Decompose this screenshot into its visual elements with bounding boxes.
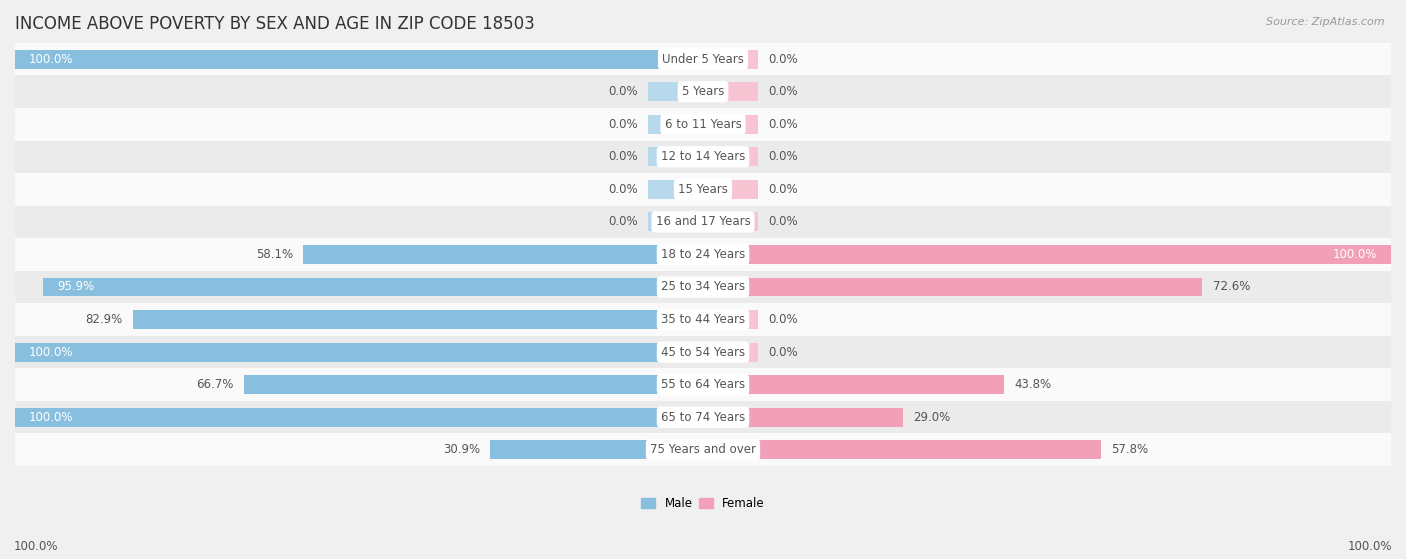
Bar bbox=[648, 212, 703, 231]
Text: 25 to 34 Years: 25 to 34 Years bbox=[661, 281, 745, 293]
Text: 29.0%: 29.0% bbox=[912, 411, 950, 424]
Text: 16 and 17 Years: 16 and 17 Years bbox=[655, 215, 751, 229]
Text: 82.9%: 82.9% bbox=[86, 313, 122, 326]
Text: 18 to 24 Years: 18 to 24 Years bbox=[661, 248, 745, 261]
Bar bbox=[15, 401, 1391, 433]
Text: 72.6%: 72.6% bbox=[1213, 281, 1250, 293]
Bar bbox=[703, 180, 758, 199]
Text: 66.7%: 66.7% bbox=[197, 378, 233, 391]
Bar bbox=[15, 108, 1391, 140]
Bar bbox=[703, 408, 903, 427]
Bar bbox=[703, 343, 758, 362]
Text: 5 Years: 5 Years bbox=[682, 85, 724, 98]
Text: 43.8%: 43.8% bbox=[1015, 378, 1052, 391]
Text: 100.0%: 100.0% bbox=[28, 345, 73, 358]
Text: 0.0%: 0.0% bbox=[607, 215, 638, 229]
Text: 0.0%: 0.0% bbox=[607, 150, 638, 163]
Text: 0.0%: 0.0% bbox=[768, 53, 799, 65]
Bar bbox=[703, 245, 1391, 264]
Bar bbox=[15, 238, 1391, 271]
Text: 0.0%: 0.0% bbox=[768, 150, 799, 163]
Bar bbox=[648, 115, 703, 134]
Bar bbox=[491, 440, 703, 459]
Text: 55 to 64 Years: 55 to 64 Years bbox=[661, 378, 745, 391]
Text: Source: ZipAtlas.com: Source: ZipAtlas.com bbox=[1267, 17, 1385, 27]
Bar bbox=[15, 271, 1391, 304]
Text: 0.0%: 0.0% bbox=[768, 118, 799, 131]
Bar bbox=[648, 180, 703, 199]
Bar bbox=[15, 173, 1391, 206]
Text: 0.0%: 0.0% bbox=[768, 215, 799, 229]
Text: 100.0%: 100.0% bbox=[1333, 248, 1378, 261]
Bar bbox=[15, 343, 703, 362]
Text: 0.0%: 0.0% bbox=[768, 183, 799, 196]
Bar bbox=[132, 310, 703, 329]
Bar bbox=[703, 375, 1004, 394]
Text: 65 to 74 Years: 65 to 74 Years bbox=[661, 411, 745, 424]
Bar bbox=[15, 304, 1391, 336]
Text: 100.0%: 100.0% bbox=[28, 53, 73, 65]
Text: 30.9%: 30.9% bbox=[443, 443, 479, 456]
Text: 100.0%: 100.0% bbox=[14, 541, 59, 553]
Bar bbox=[703, 278, 1202, 296]
Bar bbox=[15, 368, 1391, 401]
Text: 0.0%: 0.0% bbox=[768, 85, 799, 98]
Bar bbox=[245, 375, 703, 394]
Bar bbox=[15, 336, 1391, 368]
Bar bbox=[304, 245, 703, 264]
Text: 0.0%: 0.0% bbox=[607, 85, 638, 98]
Bar bbox=[648, 82, 703, 101]
Text: Under 5 Years: Under 5 Years bbox=[662, 53, 744, 65]
Bar bbox=[15, 43, 1391, 75]
Bar bbox=[15, 50, 703, 69]
Bar bbox=[44, 278, 703, 296]
Bar bbox=[15, 140, 1391, 173]
Bar bbox=[703, 212, 758, 231]
Text: 75 Years and over: 75 Years and over bbox=[650, 443, 756, 456]
Bar bbox=[703, 310, 758, 329]
Bar bbox=[15, 206, 1391, 238]
Text: 45 to 54 Years: 45 to 54 Years bbox=[661, 345, 745, 358]
Bar bbox=[15, 433, 1391, 466]
Text: 0.0%: 0.0% bbox=[768, 345, 799, 358]
Text: 0.0%: 0.0% bbox=[607, 118, 638, 131]
Bar bbox=[15, 408, 703, 427]
Text: 0.0%: 0.0% bbox=[768, 313, 799, 326]
Bar bbox=[648, 148, 703, 166]
Text: 0.0%: 0.0% bbox=[607, 183, 638, 196]
Text: 100.0%: 100.0% bbox=[1347, 541, 1392, 553]
Text: 12 to 14 Years: 12 to 14 Years bbox=[661, 150, 745, 163]
Text: 15 Years: 15 Years bbox=[678, 183, 728, 196]
Bar bbox=[703, 148, 758, 166]
Bar bbox=[703, 115, 758, 134]
Bar bbox=[703, 50, 758, 69]
Text: 100.0%: 100.0% bbox=[28, 411, 73, 424]
Bar bbox=[703, 440, 1101, 459]
Text: INCOME ABOVE POVERTY BY SEX AND AGE IN ZIP CODE 18503: INCOME ABOVE POVERTY BY SEX AND AGE IN Z… bbox=[15, 15, 534, 33]
Text: 35 to 44 Years: 35 to 44 Years bbox=[661, 313, 745, 326]
Text: 58.1%: 58.1% bbox=[256, 248, 292, 261]
Bar bbox=[703, 82, 758, 101]
Text: 95.9%: 95.9% bbox=[58, 281, 94, 293]
Legend: Male, Female: Male, Female bbox=[637, 492, 769, 515]
Text: 6 to 11 Years: 6 to 11 Years bbox=[665, 118, 741, 131]
Bar bbox=[15, 75, 1391, 108]
Text: 57.8%: 57.8% bbox=[1111, 443, 1149, 456]
